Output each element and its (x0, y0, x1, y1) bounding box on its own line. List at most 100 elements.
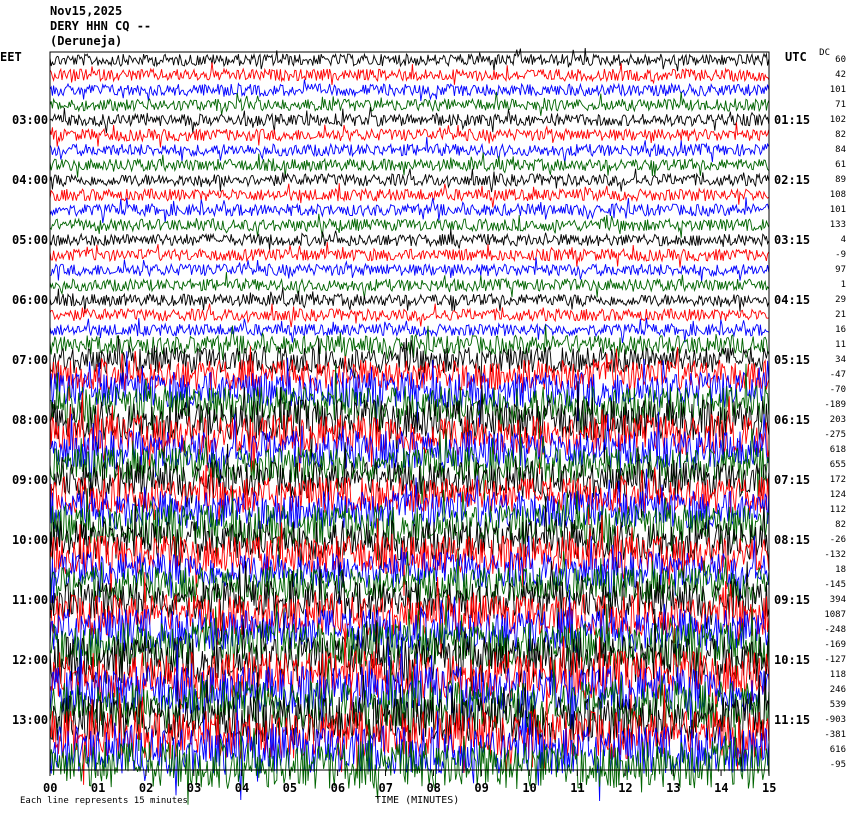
dc-offset-value: -95 (829, 760, 846, 770)
dc-offset-value: 1 (840, 280, 846, 290)
dc-offset-value: 616 (829, 745, 846, 755)
dc-offset-value: 618 (829, 445, 846, 455)
trace-row-47 (49, 720, 770, 805)
trace-row-15 (49, 272, 770, 298)
dc-offset-value: 539 (829, 700, 846, 710)
trace-row-0 (49, 47, 770, 72)
left-time-label: 09:00 (12, 473, 49, 487)
dc-offset-value: -132 (824, 550, 846, 560)
station-location: (Deruneja) (50, 34, 123, 48)
x-tick-label: 06 (330, 781, 346, 795)
dc-offset-value: -127 (824, 655, 846, 665)
trace-row-12 (49, 228, 770, 250)
x-axis-ticks (49, 770, 770, 776)
right-time-label: 09:15 (774, 593, 811, 607)
trace-row-14 (49, 257, 770, 282)
x-tick-label: 14 (714, 781, 729, 795)
dc-offset-value: 97 (835, 265, 846, 275)
right-time-label: 06:15 (774, 413, 811, 427)
trace-row-16 (49, 287, 770, 313)
dc-offset-value: 4 (840, 235, 846, 245)
x-tick-label: 11 (570, 781, 585, 795)
dc-offset-value: 29 (835, 295, 846, 305)
trace-row-31 (49, 488, 770, 568)
trace-row-30 (49, 468, 770, 538)
dc-offset-value: 89 (835, 175, 846, 185)
left-time-label: 05:00 (12, 233, 49, 247)
dc-offset-value: 84 (835, 145, 846, 155)
x-axis-title: TIME (MINUTES) (375, 795, 460, 806)
dc-offset-value: -248 (824, 625, 846, 635)
dc-offset-value: 118 (829, 670, 846, 680)
left-time-label: 06:00 (12, 293, 49, 307)
x-tick-label: 08 (426, 781, 441, 795)
dc-offset-value: 124 (829, 490, 846, 500)
x-tick-label: 01 (90, 781, 106, 795)
trace-row-34 (49, 535, 770, 607)
dc-offset-value: 133 (829, 220, 846, 230)
left-timezone-label: EET (0, 50, 22, 64)
trace-row-2 (49, 79, 770, 102)
trace-row-6 (49, 137, 770, 163)
right-time-label: 04:15 (774, 293, 811, 307)
trace-row-9 (49, 183, 770, 208)
dc-offset-value: 1087 (824, 610, 846, 620)
left-time-label: 07:00 (12, 353, 49, 367)
dc-offset-value: 11 (835, 340, 846, 350)
trace-row-32 (49, 496, 770, 584)
trace-row-21 (49, 345, 770, 401)
x-tick-label: 03 (186, 781, 202, 795)
right-timezone-label: UTC (785, 50, 807, 64)
left-time-label: 13:00 (12, 713, 49, 727)
dc-offset-value: 42 (835, 70, 846, 80)
right-time-label: 08:15 (774, 533, 811, 547)
right-time-label: 11:15 (774, 713, 811, 727)
trace-row-4 (49, 106, 770, 134)
x-tick-label: 00 (43, 781, 58, 795)
trace-row-17 (49, 303, 769, 328)
dc-offset-value: 82 (835, 130, 846, 140)
dc-offset-value: 102 (829, 115, 846, 125)
dc-offset-value: -189 (824, 400, 846, 410)
right-time-label: 01:15 (774, 113, 811, 127)
dc-offset-value: 112 (829, 505, 846, 515)
trace-row-24 (49, 381, 770, 464)
left-time-label: 03:00 (12, 113, 49, 127)
dc-offset-value: -26 (829, 535, 846, 545)
trace-row-29 (49, 465, 770, 534)
right-time-label: 03:15 (774, 233, 811, 247)
left-time-label: 12:00 (12, 653, 49, 667)
dc-offset-value: 16 (835, 325, 846, 335)
x-tick-label: 13 (666, 781, 681, 795)
dc-offset-value: 394 (829, 595, 846, 605)
dc-offset-value: -381 (824, 730, 846, 740)
left-time-label: 10:00 (12, 533, 49, 547)
dc-offset-value: 655 (829, 460, 846, 470)
trace-row-3 (49, 91, 770, 116)
trace-row-18 (49, 317, 770, 343)
trace-row-42 (49, 639, 770, 742)
x-tick-label: 05 (282, 781, 298, 795)
dc-offset-value: 71 (835, 100, 846, 110)
dc-offset-value: 82 (835, 520, 846, 530)
chart-date: Nov15,2025 (50, 4, 123, 18)
trace-row-8 (49, 168, 770, 193)
dc-column-label: DC (819, 48, 830, 58)
dc-offset-value: 21 (835, 310, 846, 320)
trace-row-19 (49, 324, 770, 362)
trace-row-7 (49, 152, 770, 178)
dc-offset-value: 18 (835, 565, 846, 575)
trace-row-5 (49, 122, 770, 148)
trace-row-39 (49, 595, 770, 689)
dc-offset-value: -145 (824, 580, 846, 590)
trace-row-20 (49, 335, 770, 389)
left-time-label: 08:00 (12, 413, 49, 427)
dc-offset-value: 172 (829, 475, 846, 485)
trace-row-37 (49, 572, 770, 658)
x-tick-label: 02 (138, 781, 154, 795)
dc-offset-value: 61 (835, 160, 846, 170)
trace-row-13 (49, 242, 770, 268)
trace-row-41 (49, 623, 770, 727)
station-code: DERY HHN CQ -- (50, 19, 152, 33)
